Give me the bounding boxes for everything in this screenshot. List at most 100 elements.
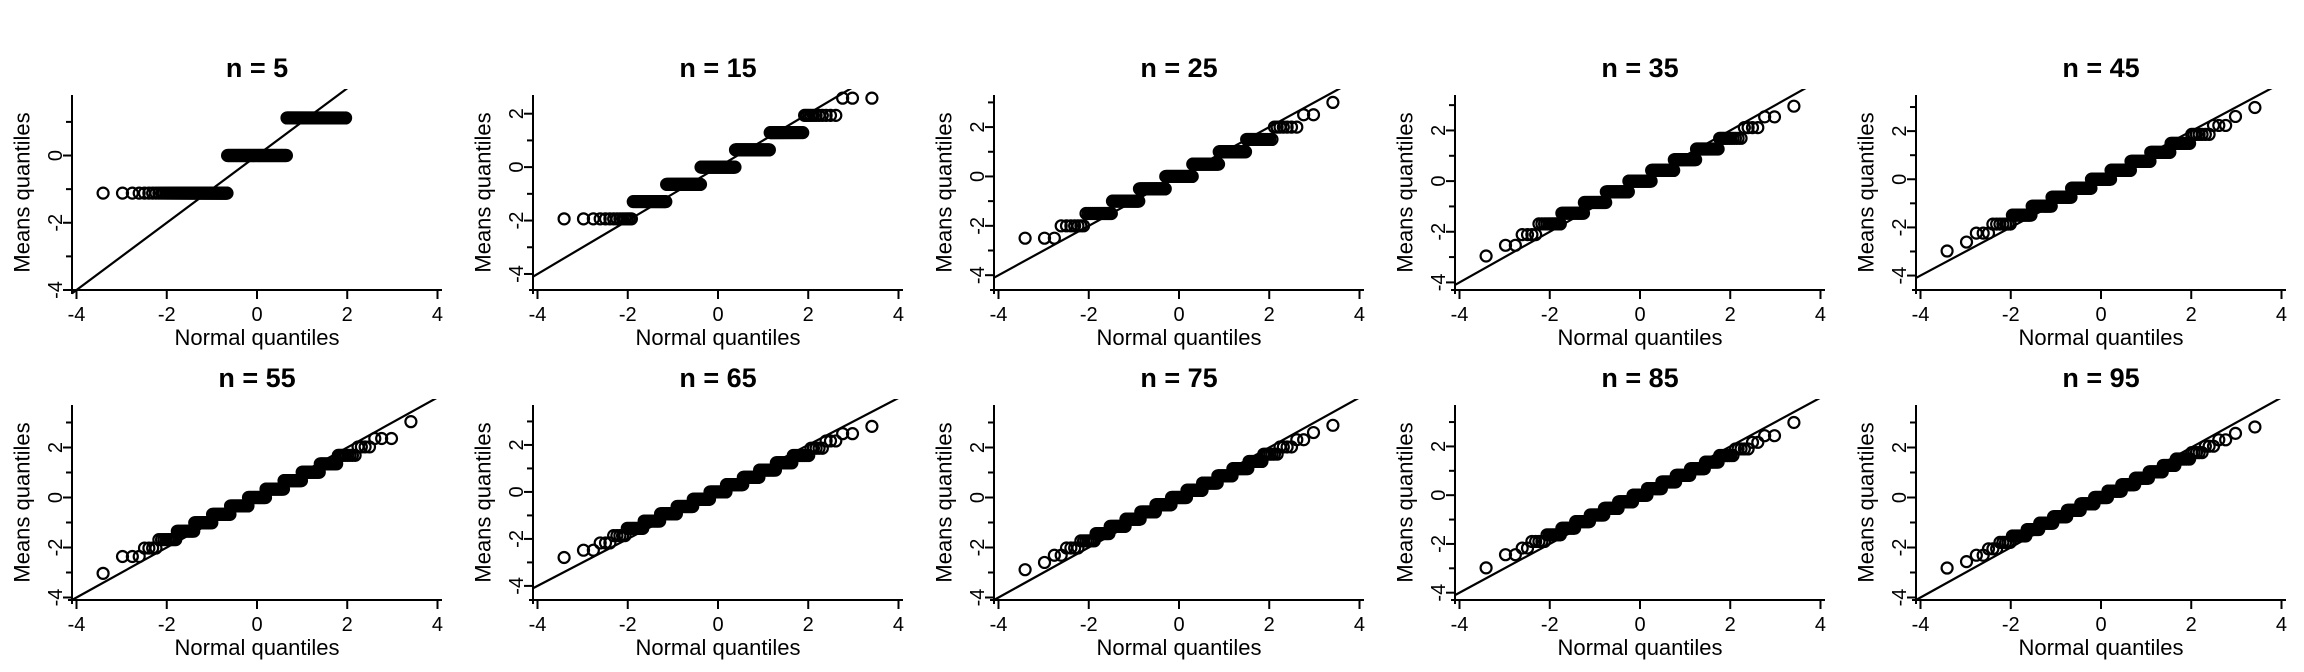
x-axis-label: Normal quantiles: [174, 325, 339, 350]
qq-point: [1741, 120, 1755, 135]
qq-point: [2212, 118, 2226, 133]
y-tick-label: 0: [1428, 490, 1450, 501]
qq-point: [1758, 110, 1772, 124]
qq-point: [2219, 433, 2233, 447]
qq-point: [823, 434, 838, 448]
y-tick-label: -2: [1428, 535, 1450, 553]
x-tick-label: 0: [2095, 614, 2106, 636]
qq-point: [1047, 548, 1061, 562]
x-tick-label: 4: [432, 304, 443, 326]
qq-point: [347, 75, 358, 86]
x-tick-label: -2: [1541, 614, 1559, 636]
y-tick-label: -4: [1889, 267, 1911, 285]
plot-area: [1915, 399, 2282, 601]
y-tick-label: 2: [1428, 441, 1450, 452]
qq-point: [1515, 541, 1529, 555]
panel-title: n = 75: [1140, 363, 1217, 393]
qq-point: [1280, 440, 1294, 454]
y-tick-label: 0: [967, 492, 989, 503]
qq-point: [557, 550, 571, 565]
y-tick-label: 2: [506, 439, 528, 450]
x-tick-label: 4: [893, 614, 904, 636]
y-axis-label: Means quantiles: [932, 422, 957, 582]
y-axis-label: Means quantiles: [1393, 112, 1418, 272]
qq-point: [115, 186, 130, 200]
qq-point: [364, 75, 375, 86]
panel-title: n = 45: [2062, 53, 2139, 83]
x-tick-label: -4: [529, 304, 547, 326]
x-tick-label: 2: [342, 304, 353, 326]
qq-point: [2219, 118, 2233, 133]
x-tick-label: -2: [158, 304, 176, 326]
qq-point: [1280, 120, 1294, 134]
qq-point: [1751, 120, 1765, 135]
y-tick-label: -4: [1428, 274, 1450, 292]
qq-point: [796, 126, 810, 140]
x-tick-label: 0: [2095, 304, 2106, 326]
y-tick-label: -4: [967, 266, 989, 284]
qq-point: [1185, 169, 1199, 184]
plot-area: [71, 75, 375, 295]
qq-point: [1498, 238, 1513, 252]
qq-point: [220, 186, 234, 200]
qq-point: [360, 75, 371, 86]
qq-point: [1265, 132, 1279, 147]
qq-point: [1767, 110, 1782, 124]
qq-point: [1515, 228, 1529, 242]
qq-point: [762, 143, 776, 157]
y-tick-label: -4: [45, 589, 67, 607]
qq-point: [125, 186, 139, 200]
qq-point: [1479, 249, 1493, 263]
y-tick-label: -2: [506, 530, 528, 548]
panel-title: n = 25: [1140, 53, 1217, 83]
qq-point: [557, 212, 571, 226]
plot-area: [993, 399, 1360, 601]
qq-point: [96, 566, 110, 580]
qq-point: [829, 108, 843, 122]
qq-point: [1520, 228, 1535, 242]
y-axis-label: Means quantiles: [1393, 422, 1418, 582]
x-tick-label: -4: [1451, 304, 1469, 326]
qq-point: [1981, 542, 1996, 556]
y-tick-label: 0: [45, 150, 67, 161]
x-tick-label: 2: [2186, 614, 2197, 636]
qq-point: [1306, 425, 1321, 440]
qq-point: [1211, 157, 1226, 171]
qq-point: [576, 543, 591, 557]
qq-point: [1758, 429, 1772, 443]
qq-point: [1751, 435, 1765, 449]
qq-point: [603, 536, 617, 550]
qq-point: [1018, 231, 1032, 245]
qq-point: [1284, 120, 1299, 134]
y-tick-label: -2: [45, 214, 67, 232]
qq-point: [1787, 99, 1801, 113]
qq-point: [1940, 561, 1954, 575]
qq-point: [836, 91, 850, 105]
x-tick-label: 4: [1815, 614, 1826, 636]
x-tick-label: -4: [68, 614, 86, 636]
qq-point: [1976, 226, 1990, 240]
qq-point: [1737, 442, 1751, 456]
x-tick-label: 4: [1354, 614, 1365, 636]
y-axis-label: Means quantiles: [932, 112, 957, 272]
y-tick-label: 0: [1889, 492, 1911, 503]
y-tick-label: -2: [967, 217, 989, 235]
x-axis-label: Normal quantiles: [1096, 325, 1261, 350]
qq-point: [1104, 206, 1118, 221]
x-tick-label: 2: [1725, 614, 1736, 636]
qq-point: [1737, 120, 1751, 135]
y-axis-label: Means quantiles: [471, 422, 496, 582]
y-tick-label: -4: [45, 281, 67, 299]
qq-point: [2198, 127, 2212, 141]
qq-point: [125, 549, 139, 564]
x-tick-label: 0: [1634, 614, 1645, 636]
x-axis-label: Normal quantiles: [1557, 325, 1722, 350]
x-tick-label: -4: [68, 304, 86, 326]
y-tick-label: -2: [1889, 219, 1911, 237]
x-axis-label: Normal quantiles: [1096, 635, 1261, 660]
x-axis-label: Normal quantiles: [1557, 635, 1722, 660]
qq-point: [586, 212, 600, 226]
